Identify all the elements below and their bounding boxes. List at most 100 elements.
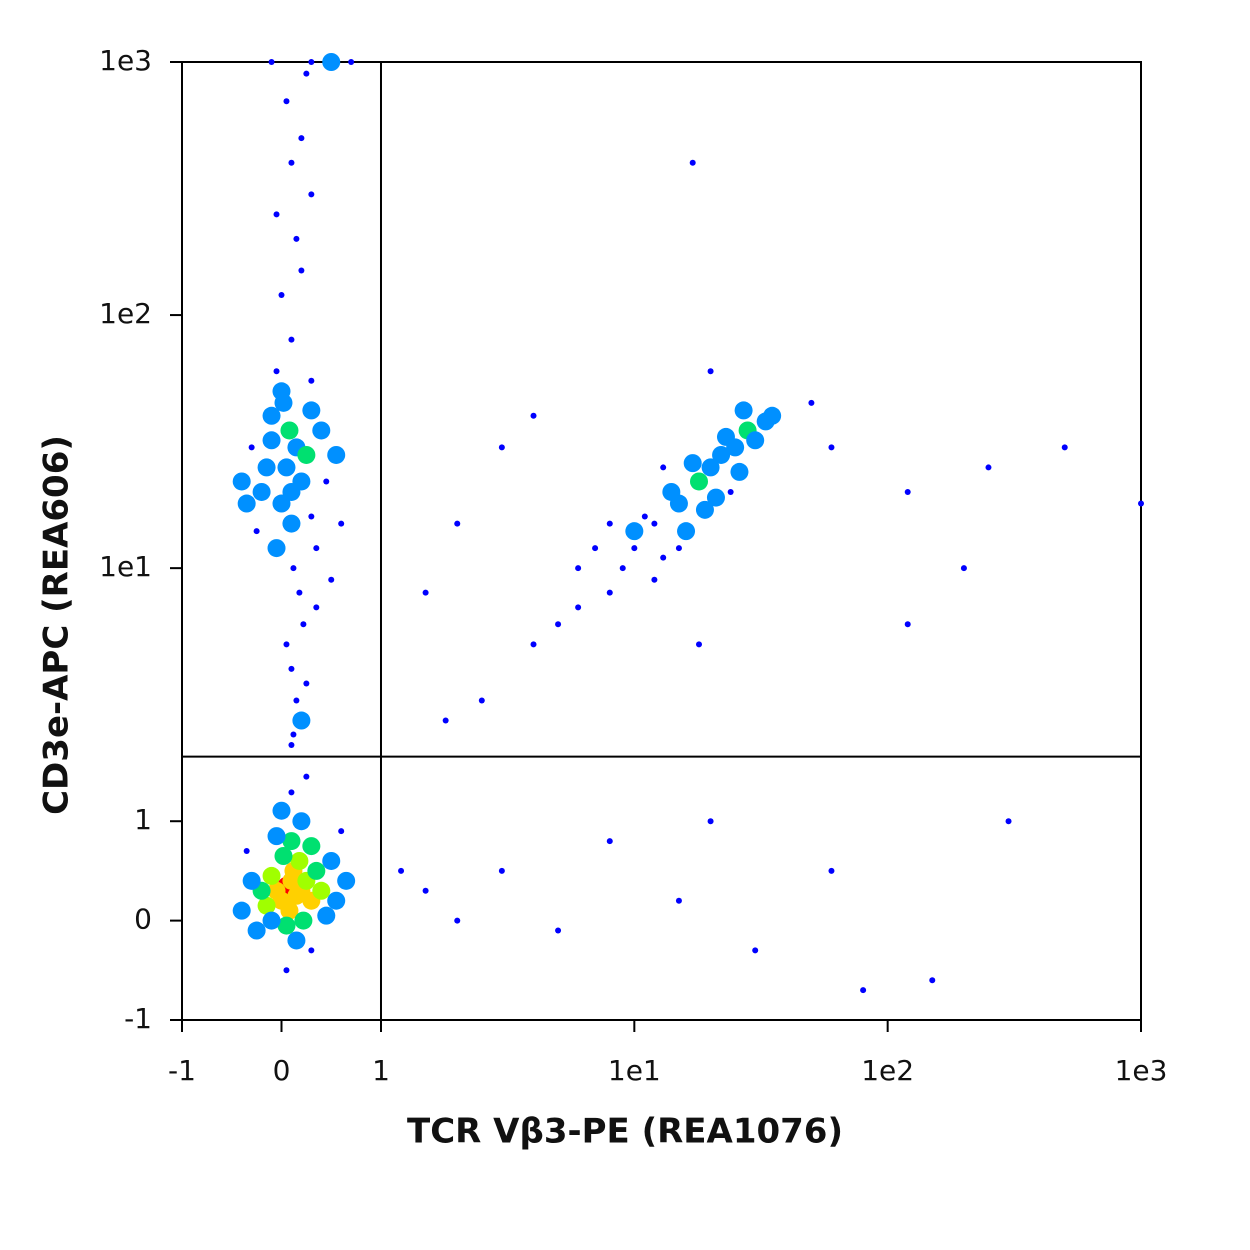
event-point <box>248 444 255 451</box>
event-point <box>641 513 648 520</box>
event-point <box>422 887 429 894</box>
x-tick-label: 1e1 <box>608 1054 661 1087</box>
event-point <box>348 59 355 65</box>
event-point <box>575 604 582 611</box>
event-point <box>303 773 310 780</box>
event-point <box>322 53 341 71</box>
event-point <box>828 444 835 451</box>
event-point <box>960 565 967 572</box>
event-point <box>322 851 341 870</box>
event-point <box>252 482 271 501</box>
event-point <box>606 589 613 596</box>
event-point <box>288 789 295 796</box>
event-point <box>752 947 759 954</box>
event-point <box>454 917 461 924</box>
y-tick-label: 1 <box>134 803 152 836</box>
event-point <box>712 445 731 464</box>
event-point <box>625 522 644 541</box>
event-point <box>308 513 315 520</box>
event-point <box>277 458 296 477</box>
y-tick-label: 0 <box>134 903 152 936</box>
event-point <box>303 70 310 77</box>
event-point <box>302 837 321 856</box>
event-point <box>338 828 345 835</box>
event-point <box>734 401 753 420</box>
event-point <box>675 545 682 552</box>
y-axis-label: CD3e-APC (REA606) <box>37 435 77 815</box>
event-point <box>280 421 299 440</box>
y-tick-label: 1e2 <box>99 297 152 330</box>
event-point <box>262 866 281 885</box>
event-point <box>904 621 911 628</box>
event-point <box>292 472 311 491</box>
event-point <box>288 665 295 672</box>
event-point <box>606 520 613 527</box>
event-point <box>478 697 485 704</box>
event-point <box>293 235 300 242</box>
event-point <box>695 641 702 648</box>
x-tick-label: 1e3 <box>1115 1054 1168 1087</box>
event-point <box>660 464 667 471</box>
event-point <box>631 545 638 552</box>
event-point <box>442 717 449 724</box>
y-tick-label: 1e1 <box>99 550 152 583</box>
event-point <box>651 576 658 583</box>
event-point <box>287 931 306 950</box>
event-point <box>273 211 280 218</box>
event-point <box>297 445 316 464</box>
event-point <box>308 59 315 65</box>
event-point <box>294 911 313 930</box>
event-point <box>262 911 281 930</box>
event-point <box>283 98 290 105</box>
event-point <box>277 916 296 935</box>
event-point <box>272 801 291 820</box>
event-point <box>555 621 562 628</box>
event-point <box>272 382 291 401</box>
event-point <box>267 881 286 900</box>
event-point <box>651 520 658 527</box>
event-point <box>337 871 356 890</box>
event-point <box>262 431 281 450</box>
event-point <box>257 896 276 915</box>
y-tick-label: -1 <box>124 1002 152 1035</box>
event-point <box>662 482 681 501</box>
event-point <box>290 731 297 738</box>
event-point <box>689 159 696 166</box>
event-point <box>283 967 290 974</box>
event-point <box>575 565 582 572</box>
event-point <box>300 621 307 628</box>
event-point <box>328 576 335 583</box>
event-point <box>292 711 311 730</box>
event-point <box>313 604 320 611</box>
event-point <box>530 641 537 648</box>
event-point <box>707 818 714 825</box>
event-point <box>282 514 301 533</box>
event-point <box>498 867 505 874</box>
event-point <box>302 401 321 420</box>
event-point <box>327 445 346 464</box>
event-point <box>313 545 320 552</box>
event-point <box>298 267 305 274</box>
event-point <box>454 520 461 527</box>
event-point <box>592 545 599 552</box>
event-point <box>398 867 405 874</box>
event-point <box>327 891 346 910</box>
event-point <box>296 589 303 596</box>
event-point <box>317 906 336 925</box>
event-point <box>763 406 782 425</box>
event-point <box>727 488 734 495</box>
event-point <box>307 861 326 880</box>
x-axis-label: TCR Vβ3-PE (REA1076) <box>407 1112 843 1152</box>
plot-frame <box>181 61 1142 1021</box>
event-point <box>606 838 613 845</box>
event-point <box>282 832 301 851</box>
event-point <box>660 554 667 561</box>
event-point <box>280 901 299 920</box>
event-point <box>288 336 295 343</box>
event-point <box>677 522 696 541</box>
event-point <box>695 500 714 519</box>
event-point <box>290 565 297 572</box>
event-point <box>323 478 330 485</box>
event-point <box>308 191 315 198</box>
event-point <box>985 464 992 471</box>
